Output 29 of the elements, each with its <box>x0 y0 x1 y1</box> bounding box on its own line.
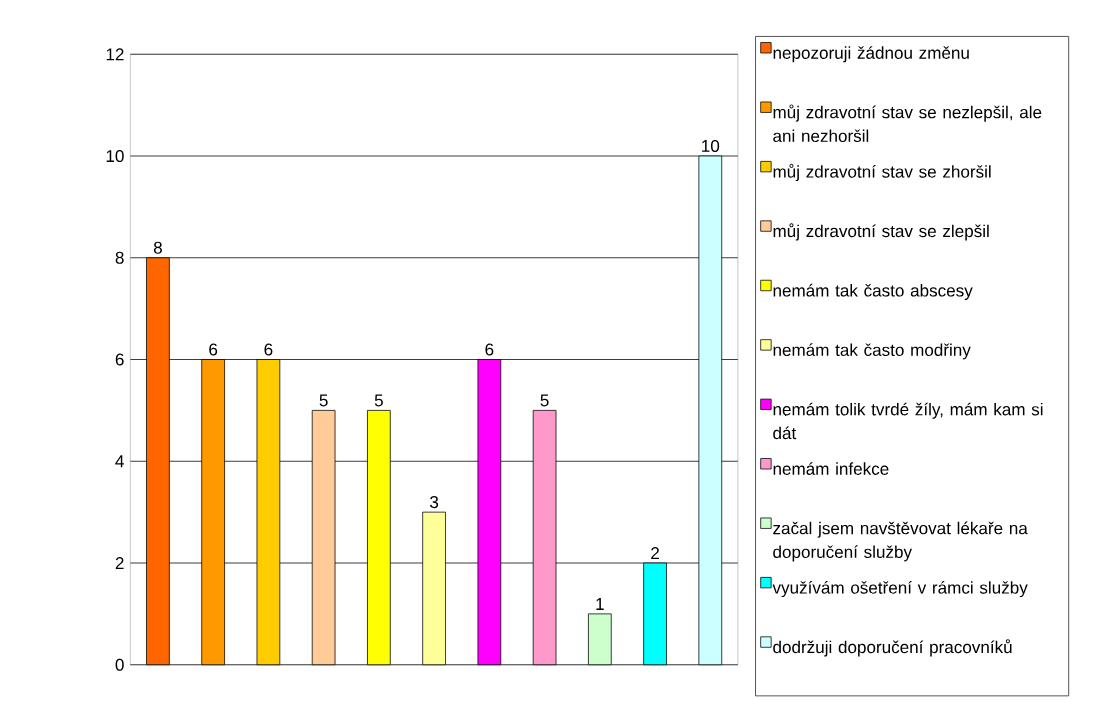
legend-label: využívám ošetření v rámci služby <box>772 581 1028 598</box>
legend-label: nemám tak často abscesy <box>773 283 973 301</box>
y-tick-label: 2 <box>115 557 124 569</box>
legend-label: můj zdravotní stav se zhoršil <box>773 163 991 182</box>
legend-label: nemám tak často modřiny <box>773 343 971 360</box>
legend-label: nemám tolik tvrdé žíly, mám kam si dát <box>773 402 1043 440</box>
data-label: 1 <box>596 598 604 610</box>
data-label: 3 <box>430 496 439 509</box>
y-tick-label: 4 <box>115 455 124 468</box>
legend-label: nemám infekce <box>773 462 889 475</box>
legend-label: dodržuji doporučení pracovníků <box>773 639 1012 657</box>
y-tick-label: 8 <box>115 251 124 264</box>
legend-label: nepozoruji žádnou změnu <box>773 46 969 63</box>
legend-label: začal jsem navštěvovat lékaře na doporučení služby <box>773 521 1028 562</box>
data-label: 6 <box>209 343 218 356</box>
legend-label: můj zdravotní stav se nezlepšil, ale ani nezhoršil <box>773 104 1042 143</box>
data-label: 5 <box>374 394 383 407</box>
data-label: 6 <box>264 343 273 356</box>
y-tick-label: 10 <box>106 149 124 163</box>
data-label: 6 <box>485 343 494 356</box>
y-tick-label: 12 <box>106 48 124 61</box>
y-tick-label: 0 <box>115 658 124 671</box>
y-tick-label: 6 <box>115 353 124 366</box>
data-label: 8 <box>153 241 162 254</box>
data-label: 10 <box>702 139 720 153</box>
legend-label: můj zdravotní stav se zlepšil <box>773 223 989 241</box>
data-label: 5 <box>540 394 549 407</box>
data-label: 2 <box>651 547 659 560</box>
data-label: 5 <box>319 394 328 407</box>
